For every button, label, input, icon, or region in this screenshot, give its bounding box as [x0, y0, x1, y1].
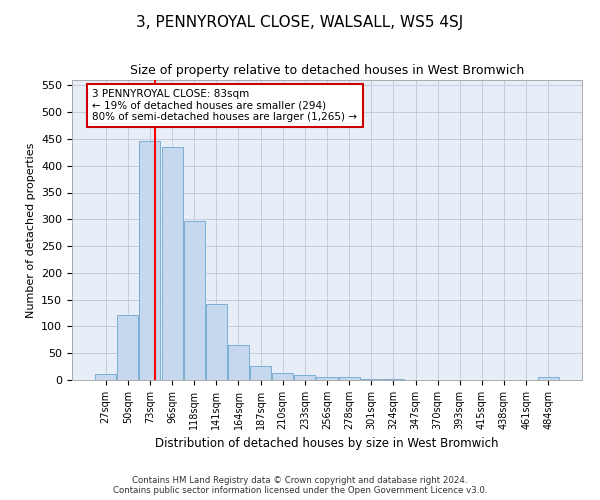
Bar — [118, 314, 139, 380]
Y-axis label: Number of detached properties: Number of detached properties — [26, 142, 35, 318]
Text: 3 PENNYROYAL CLOSE: 83sqm
← 19% of detached houses are smaller (294)
80% of semi: 3 PENNYROYAL CLOSE: 83sqm ← 19% of detac… — [92, 89, 358, 122]
Bar — [338, 378, 359, 380]
Bar — [250, 366, 271, 380]
Bar — [316, 377, 338, 380]
Bar — [161, 147, 182, 380]
Bar — [538, 377, 559, 380]
Bar — [184, 222, 205, 380]
Bar — [206, 304, 227, 380]
Bar — [139, 140, 160, 380]
Text: 3, PENNYROYAL CLOSE, WALSALL, WS5 4SJ: 3, PENNYROYAL CLOSE, WALSALL, WS5 4SJ — [136, 15, 464, 30]
Bar — [295, 375, 316, 380]
X-axis label: Distribution of detached houses by size in West Bromwich: Distribution of detached houses by size … — [155, 438, 499, 450]
Title: Size of property relative to detached houses in West Bromwich: Size of property relative to detached ho… — [130, 64, 524, 78]
Bar — [228, 345, 249, 380]
Bar — [95, 374, 116, 380]
Bar — [272, 372, 293, 380]
Text: Contains HM Land Registry data © Crown copyright and database right 2024.
Contai: Contains HM Land Registry data © Crown c… — [113, 476, 487, 495]
